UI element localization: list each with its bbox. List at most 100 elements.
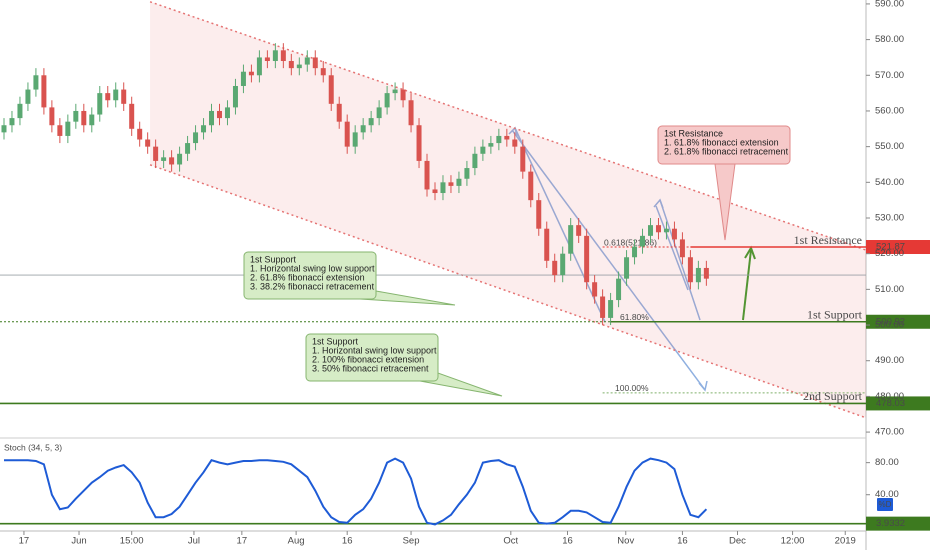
- candle-body: [33, 75, 39, 90]
- x-tick-label: Sep: [403, 536, 420, 547]
- candle-body: [25, 89, 31, 104]
- indicator-level-value: 3.9332: [876, 518, 905, 529]
- candle-body: [368, 118, 374, 126]
- x-tick-label: 17: [19, 536, 30, 547]
- candle-body: [640, 235, 646, 247]
- candle-body: [552, 260, 558, 276]
- candle-body: [488, 143, 494, 147]
- candle-body: [464, 168, 470, 179]
- fib-drawing: [508, 126, 708, 392]
- candle-body: [663, 228, 669, 233]
- candle-body: [105, 93, 111, 101]
- candle-body: [328, 75, 334, 104]
- x-tick-label: 16: [562, 536, 573, 547]
- candle-body: [113, 89, 119, 101]
- candle-body: [352, 132, 358, 147]
- candle-body: [376, 107, 382, 119]
- x-tick-label: 17: [237, 536, 248, 547]
- stoch-line: [4, 457, 708, 526]
- y-tick-label: 530.00: [875, 213, 904, 224]
- candle-body: [695, 267, 701, 283]
- fib-label: 100.00%: [615, 383, 649, 393]
- callout-line: 3. 50% fibonacci retracement: [312, 363, 429, 373]
- candle-body: [9, 118, 15, 126]
- level-name: 1st Resistance: [794, 233, 862, 247]
- candle-body: [169, 157, 175, 165]
- candle-body: [544, 228, 550, 261]
- candle-body: [216, 110, 222, 119]
- candle-body: [568, 225, 574, 254]
- candle-body: [137, 128, 143, 140]
- candle-body: [153, 146, 159, 161]
- candle-body: [129, 103, 135, 129]
- x-tick-label: 12:00: [781, 536, 805, 547]
- candle-body: [520, 146, 526, 172]
- candle-body: [280, 50, 286, 62]
- candle-body: [496, 135, 502, 144]
- fib-label: 61.80%: [620, 312, 649, 322]
- candle-body: [344, 121, 350, 147]
- x-tick-label: Oct: [503, 536, 518, 547]
- level-value: 478.03: [876, 398, 905, 409]
- indicator-tick-label: 80.00: [875, 457, 899, 468]
- candle-body: [512, 139, 518, 147]
- candle-body: [248, 71, 254, 76]
- candle-body: [600, 296, 606, 318]
- fib-label: 0.618(521.86): [604, 237, 657, 247]
- candle-body: [360, 125, 366, 133]
- candle-body: [296, 64, 302, 69]
- candle-body: [121, 89, 127, 104]
- candle-body: [400, 89, 406, 101]
- candle-body: [320, 68, 326, 76]
- candle-body: [416, 125, 422, 161]
- candle-body: [440, 182, 446, 194]
- level-value: 500.92: [876, 316, 905, 327]
- candle-body: [408, 100, 414, 126]
- candle-body: [671, 228, 677, 240]
- candle-body: [536, 200, 542, 229]
- candle-body: [161, 157, 167, 161]
- candle-body: [592, 282, 598, 297]
- callout-title: 1st Resistance: [664, 128, 723, 138]
- callout-box: [657, 125, 791, 165]
- callout-line: 2. 61.8% fibonacci extension: [250, 272, 365, 282]
- x-tick-label: 15:00: [120, 536, 144, 547]
- candle-body: [504, 135, 510, 140]
- candle-body: [193, 132, 199, 144]
- channel-line: [149, 164, 867, 419]
- callout-box: [243, 251, 377, 300]
- callout-line: 3. 38.2% fibonacci retracement: [250, 281, 375, 291]
- candle-body: [232, 85, 238, 108]
- candle-body: [97, 93, 103, 115]
- x-tick-label: Nov: [617, 536, 634, 547]
- candle-body: [304, 57, 310, 65]
- x-tick-label: Jun: [71, 536, 86, 547]
- candle-body: [256, 57, 262, 76]
- candle-body: [145, 139, 151, 147]
- y-tick-label: 480.00: [875, 391, 904, 402]
- x-tick-label: Dec: [729, 536, 746, 547]
- callout-line: 2. 61.8% fibonacci retracement: [664, 146, 789, 156]
- candle-body: [185, 143, 191, 154]
- y-tick-label: 510.00: [875, 284, 904, 295]
- candle-body: [448, 182, 454, 186]
- x-tick-label: 16: [677, 536, 688, 547]
- series-tag: [877, 498, 893, 511]
- candle-body: [41, 75, 47, 108]
- y-tick-label: 470.00: [875, 427, 904, 438]
- candle-body: [392, 89, 398, 94]
- candle-body: [312, 57, 318, 69]
- candle-body: [424, 160, 430, 190]
- callout-title: 1st Support: [250, 254, 297, 264]
- candle-body: [65, 121, 71, 136]
- candle-body: [480, 146, 486, 154]
- level-tag: [866, 314, 930, 329]
- callout-line: 1. 61.8% fibonacci extension: [664, 137, 779, 147]
- candle-body: [616, 278, 622, 301]
- candle-body: [49, 107, 55, 126]
- candle-body: [177, 153, 183, 165]
- candle-body: [679, 239, 685, 258]
- candle-body: [336, 103, 342, 122]
- candle-body: [703, 267, 709, 279]
